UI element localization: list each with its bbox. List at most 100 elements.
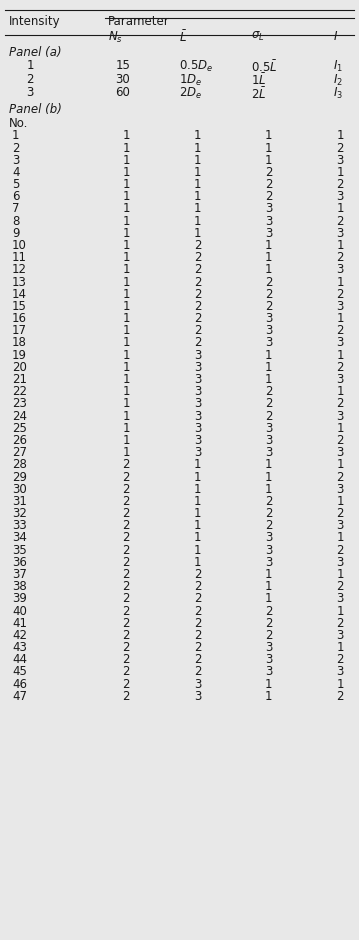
Text: 1: 1 xyxy=(194,483,201,495)
Text: 12: 12 xyxy=(12,263,27,276)
Text: 36: 36 xyxy=(12,556,27,569)
Text: 1: 1 xyxy=(336,202,344,215)
Text: 1: 1 xyxy=(12,130,20,142)
Text: 3: 3 xyxy=(265,556,272,569)
Text: 29: 29 xyxy=(12,471,27,483)
Text: No.: No. xyxy=(9,117,28,130)
Text: 6: 6 xyxy=(12,190,20,203)
Text: 1: 1 xyxy=(122,349,130,362)
Text: 1: 1 xyxy=(122,312,130,325)
Text: 40: 40 xyxy=(12,604,27,618)
Text: 2: 2 xyxy=(122,666,130,679)
Text: 2: 2 xyxy=(122,678,130,691)
Text: 3: 3 xyxy=(265,202,272,215)
Text: 1: 1 xyxy=(265,130,272,142)
Text: 1: 1 xyxy=(194,227,201,240)
Text: 1: 1 xyxy=(265,154,272,166)
Text: 3: 3 xyxy=(194,678,201,691)
Text: 2: 2 xyxy=(194,275,201,289)
Text: 1: 1 xyxy=(336,678,344,691)
Text: 2: 2 xyxy=(265,604,272,618)
Text: 3: 3 xyxy=(336,337,344,350)
Text: 1: 1 xyxy=(26,59,34,72)
Text: 2: 2 xyxy=(194,251,201,264)
Text: 1: 1 xyxy=(122,300,130,313)
Text: 2: 2 xyxy=(336,471,344,483)
Text: 1: 1 xyxy=(122,385,130,399)
Text: 1: 1 xyxy=(122,324,130,337)
Text: 2: 2 xyxy=(194,604,201,618)
Text: 19: 19 xyxy=(12,349,27,362)
Text: 4: 4 xyxy=(12,166,20,179)
Text: 2: 2 xyxy=(265,507,272,520)
Text: Intensity: Intensity xyxy=(9,15,60,28)
Text: 3: 3 xyxy=(194,690,201,703)
Text: 2: 2 xyxy=(122,543,130,556)
Text: 2: 2 xyxy=(194,324,201,337)
Text: 18: 18 xyxy=(12,337,27,350)
Text: 3: 3 xyxy=(26,86,34,99)
Text: 3: 3 xyxy=(265,324,272,337)
Text: 1: 1 xyxy=(336,312,344,325)
Text: 2: 2 xyxy=(194,641,201,654)
Text: 1: 1 xyxy=(336,385,344,399)
Text: 2: 2 xyxy=(122,580,130,593)
Text: 22: 22 xyxy=(12,385,27,399)
Text: 1: 1 xyxy=(122,337,130,350)
Text: 2: 2 xyxy=(122,653,130,666)
Text: 3: 3 xyxy=(12,154,19,166)
Text: 2: 2 xyxy=(265,166,272,179)
Text: 1: 1 xyxy=(336,275,344,289)
Text: 47: 47 xyxy=(12,690,27,703)
Text: 3: 3 xyxy=(265,227,272,240)
Text: $2D_e$: $2D_e$ xyxy=(180,86,203,102)
Text: 1: 1 xyxy=(122,373,130,386)
Text: 1: 1 xyxy=(265,251,272,264)
Text: 2: 2 xyxy=(265,519,272,532)
Text: 1: 1 xyxy=(336,349,344,362)
Text: 2: 2 xyxy=(122,519,130,532)
Text: 2: 2 xyxy=(194,239,201,252)
Text: $I_3$: $I_3$ xyxy=(333,86,343,102)
Text: 2: 2 xyxy=(122,592,130,605)
Text: 1: 1 xyxy=(194,178,201,191)
Text: Parameter: Parameter xyxy=(108,15,170,28)
Text: 2: 2 xyxy=(26,72,34,86)
Text: 2: 2 xyxy=(122,604,130,618)
Text: 3: 3 xyxy=(336,373,344,386)
Text: 3: 3 xyxy=(265,446,272,459)
Text: 17: 17 xyxy=(12,324,27,337)
Text: 2: 2 xyxy=(336,361,344,374)
Text: 2: 2 xyxy=(194,653,201,666)
Text: 3: 3 xyxy=(265,666,272,679)
Text: 2: 2 xyxy=(336,398,344,411)
Text: 15: 15 xyxy=(115,59,130,72)
Text: 3: 3 xyxy=(336,592,344,605)
Text: 3: 3 xyxy=(336,154,344,166)
Text: 3: 3 xyxy=(194,410,201,423)
Text: 2: 2 xyxy=(265,288,272,301)
Text: 1: 1 xyxy=(265,580,272,593)
Text: Panel (a): Panel (a) xyxy=(9,46,61,59)
Text: 3: 3 xyxy=(265,531,272,544)
Text: 2: 2 xyxy=(122,641,130,654)
Text: 1: 1 xyxy=(122,214,130,227)
Text: 1: 1 xyxy=(265,142,272,154)
Text: 1: 1 xyxy=(122,422,130,435)
Text: 44: 44 xyxy=(12,653,27,666)
Text: 2: 2 xyxy=(122,494,130,508)
Text: 1: 1 xyxy=(194,154,201,166)
Text: 1: 1 xyxy=(336,604,344,618)
Text: 1: 1 xyxy=(122,130,130,142)
Text: 11: 11 xyxy=(12,251,27,264)
Text: 2: 2 xyxy=(122,690,130,703)
Text: 3: 3 xyxy=(336,300,344,313)
Text: 3: 3 xyxy=(194,373,201,386)
Text: 3: 3 xyxy=(265,214,272,227)
Text: 1: 1 xyxy=(122,166,130,179)
Text: 1: 1 xyxy=(265,373,272,386)
Text: 2: 2 xyxy=(194,300,201,313)
Text: 3: 3 xyxy=(336,629,344,642)
Text: 1: 1 xyxy=(265,678,272,691)
Text: 1: 1 xyxy=(122,288,130,301)
